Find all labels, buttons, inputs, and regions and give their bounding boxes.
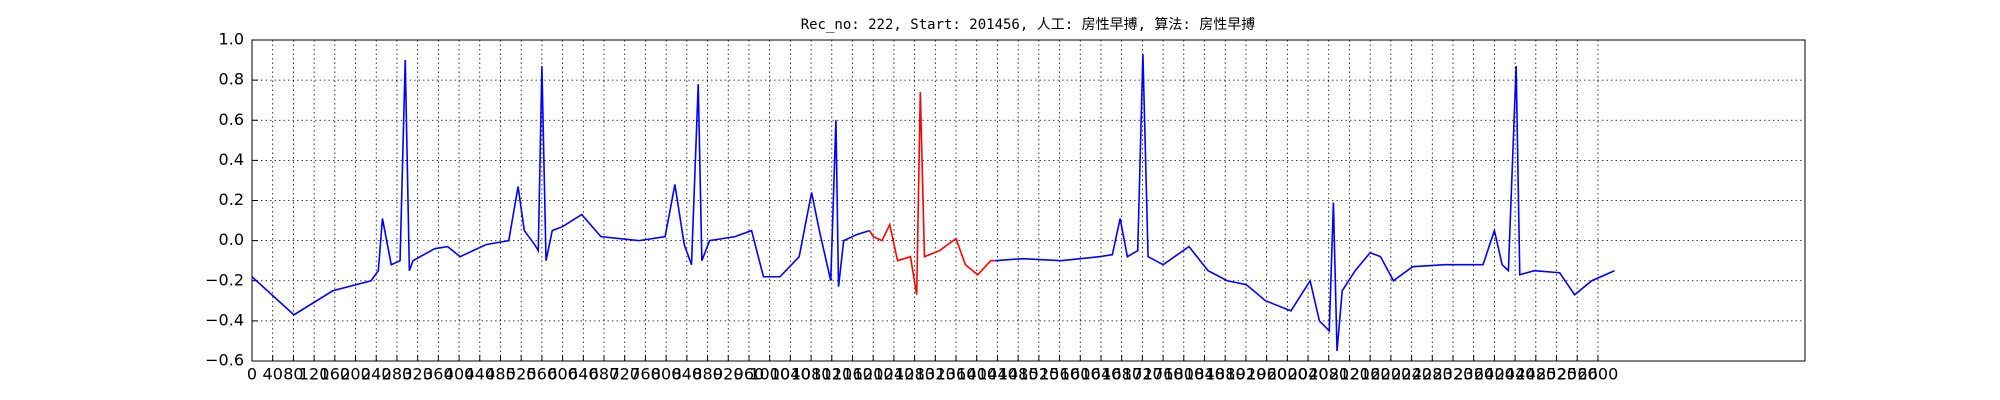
x-tick-label: 1560 (1039, 365, 1080, 384)
x-tick-label: 1520 (1018, 365, 1059, 384)
x-tick-label: 800 (651, 365, 682, 384)
x-tick-label: 760 (630, 365, 661, 384)
x-tick-label: 640 (568, 365, 599, 384)
x-tick-label: 0 (247, 365, 257, 384)
y-tick-label: 0.8 (219, 70, 244, 89)
x-tick-label: 360 (423, 365, 454, 384)
x-tick-label: 1360 (936, 365, 977, 384)
x-tick-label: 2520 (1536, 365, 1577, 384)
x-tick-label: 1720 (1122, 365, 1163, 384)
x-tick-label: 2120 (1329, 365, 1370, 384)
x-tick-label: 80 (283, 365, 303, 384)
x-tick-label: 2240 (1391, 365, 1432, 384)
y-tick-label: 1.0 (219, 30, 244, 49)
x-tick-label: 2000 (1267, 365, 1308, 384)
series-line (251, 54, 1615, 352)
x-tick-label: 2360 (1453, 365, 1494, 384)
x-tick-label: 720 (609, 365, 640, 384)
x-tick-label: 1280 (894, 365, 935, 384)
x-tick-label: 2400 (1474, 365, 1515, 384)
x-tick-label: 520 (506, 365, 537, 384)
x-tick-label: 40 (263, 365, 283, 384)
x-tick-label: 2600 (1578, 365, 1619, 384)
x-tick-label: 840 (672, 365, 703, 384)
y-tick-label: 0.0 (219, 230, 244, 249)
x-tick-label: 400 (444, 365, 475, 384)
x-tick-label: 960 (734, 365, 765, 384)
x-tick-label: 2280 (1412, 365, 1453, 384)
x-tick-label: 880 (692, 365, 723, 384)
x-tick-label: 1880 (1205, 365, 1246, 384)
x-tick-label: 200 (340, 365, 371, 384)
y-tick-label: 0.6 (219, 110, 244, 129)
x-tick-label: 600 (547, 365, 578, 384)
x-tick-label: 160 (320, 365, 351, 384)
x-tick-label: 2040 (1288, 365, 1329, 384)
x-tick-label: 1920 (1226, 365, 1267, 384)
x-tick-label: 2480 (1515, 365, 1556, 384)
x-tick-label: 240 (361, 365, 392, 384)
x-tick-label: 1200 (853, 365, 894, 384)
x-tick-label: 1960 (1246, 365, 1287, 384)
x-tick-label: 920 (713, 365, 744, 384)
series-line (868, 92, 995, 295)
x-tick-label: 1320 (915, 365, 956, 384)
x-tick-label: 2160 (1350, 365, 1391, 384)
y-tick-label: 0.2 (219, 190, 244, 209)
x-tick-label: 1440 (977, 365, 1018, 384)
y-tick-label: −0.6 (205, 351, 244, 370)
x-tick-label: 2440 (1495, 365, 1536, 384)
x-tick-label: 1840 (1184, 365, 1225, 384)
x-tick-label: 1400 (956, 365, 997, 384)
x-tick-label: 1080 (791, 365, 832, 384)
y-tick-label: −0.2 (205, 270, 244, 289)
x-tick-label: 1600 (1060, 365, 1101, 384)
x-tick-label: 120 (299, 365, 330, 384)
x-tick-label: 1160 (832, 365, 873, 384)
x-tick-label: 1120 (811, 365, 852, 384)
x-tick-label: 1760 (1143, 365, 1184, 384)
x-tick-label: 2200 (1371, 365, 1412, 384)
chart-title: Rec_no: 222, Start: 201456, 人工: 房性早搏, 算法… (801, 16, 1256, 33)
x-tick-label: 560 (527, 365, 558, 384)
x-tick-label: 440 (464, 365, 495, 384)
y-tick-label: −0.4 (205, 310, 244, 329)
y-tick-label: 0.4 (219, 150, 244, 169)
x-tick-label: 280 (382, 365, 413, 384)
x-tick-label: 1680 (1101, 365, 1142, 384)
x-tick-label: 2560 (1557, 365, 1598, 384)
x-tick-label: 1800 (1163, 365, 1204, 384)
x-tick-label: 1240 (874, 365, 915, 384)
x-tick-label: 480 (485, 365, 516, 384)
x-tick-label: 2320 (1433, 365, 1474, 384)
x-tick-label: 1000 (749, 365, 790, 384)
plot-frame (251, 39, 1806, 362)
x-tick-label: 320 (402, 365, 433, 384)
x-tick-label: 2080 (1308, 365, 1349, 384)
x-tick-label: 1040 (770, 365, 811, 384)
x-tick-label: 1480 (998, 365, 1039, 384)
x-tick-label: 1640 (1081, 365, 1122, 384)
x-tick-label: 680 (589, 365, 620, 384)
